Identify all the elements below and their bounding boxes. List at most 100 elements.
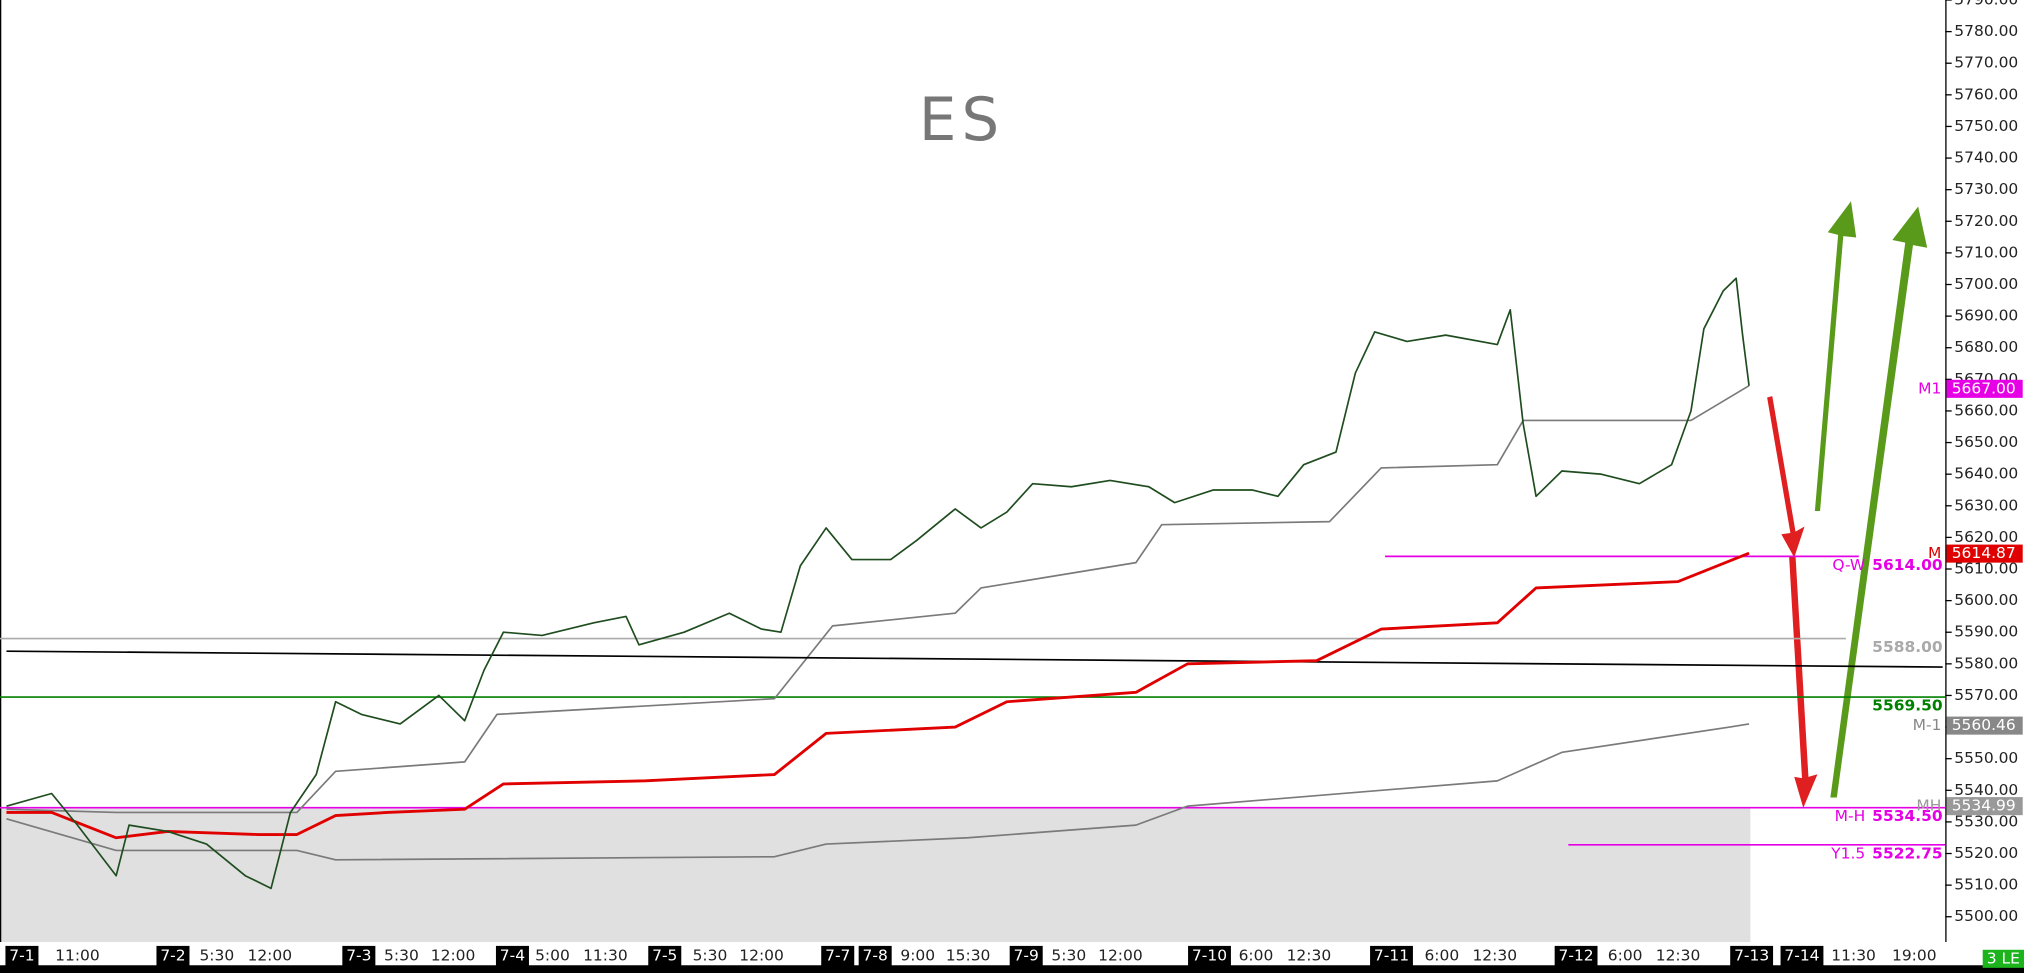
- y-tick-label: 5680.00: [1954, 338, 2018, 356]
- level-label: 5614.00: [1872, 556, 1943, 574]
- y-tick-label: 5520.00: [1954, 844, 2018, 862]
- x-tick-label: 15:30: [946, 947, 991, 965]
- y-tick-label: 5770.00: [1954, 54, 2018, 72]
- price-tag-marker: M1: [1918, 379, 1941, 397]
- x-tick-label: 7-12: [1559, 947, 1594, 965]
- x-tick-label: 6:00: [1608, 947, 1643, 965]
- price-tag-label: 5667.00: [1952, 379, 2016, 397]
- y-tick-label: 5530.00: [1954, 812, 2018, 830]
- y-tick-label: 5730.00: [1954, 180, 2018, 198]
- y-tick-label: 5780.00: [1954, 22, 2018, 40]
- y-tick-label: 5750.00: [1954, 117, 2018, 135]
- y-tick-label: 5690.00: [1954, 307, 2018, 325]
- date-label-bg: [1009, 945, 1043, 967]
- level-marker: M-H: [1835, 807, 1866, 825]
- x-tick-label: 5:30: [1051, 947, 1086, 965]
- y-tick-label: 5790.00: [1954, 0, 2018, 8]
- level-label: 5569.50: [1872, 697, 1943, 715]
- y-tick-label: 5590.00: [1954, 623, 2018, 641]
- x-tick-label: 12:00: [247, 947, 292, 965]
- date-label-bg: [342, 945, 376, 967]
- x-tick-label: 9:00: [900, 947, 935, 965]
- x-tick-label: 7-11: [1374, 947, 1409, 965]
- x-tick-label: 7-8: [863, 947, 888, 965]
- chart-title: ES: [919, 85, 1005, 154]
- y-tick-label: 5710.00: [1954, 243, 2018, 261]
- x-tick-label: 6:00: [1424, 947, 1459, 965]
- x-tick-label: 7-5: [652, 947, 677, 965]
- date-label-bg: [5, 945, 39, 967]
- x-tick-label: 7-10: [1192, 947, 1227, 965]
- x-tick-label: 7-1: [9, 947, 34, 965]
- series-line: [6, 650, 1943, 668]
- x-tick-label: 11:00: [55, 947, 100, 965]
- y-tick-label: 5550.00: [1954, 749, 2018, 767]
- y-tick-label: 5650.00: [1954, 433, 2018, 451]
- level-label: 5588.00: [1872, 638, 1943, 656]
- price-tag: [1946, 797, 2023, 816]
- price-tag-label: 5614.87: [1952, 544, 2016, 562]
- arrow-down: [1767, 396, 1805, 558]
- x-tick-label: 19:00: [1892, 947, 1937, 965]
- price-tag: [1946, 544, 2023, 563]
- x-tick-label: 7-4: [500, 947, 525, 965]
- series-line: [6, 723, 1750, 861]
- price-tag-label: 5560.46: [1952, 716, 2016, 734]
- y-tick-label: 5570.00: [1954, 686, 2018, 704]
- y-tick-label: 5640.00: [1954, 465, 2018, 483]
- y-tick-label: 5500.00: [1954, 907, 2018, 925]
- x-tick-label: 12:30: [1287, 947, 1332, 965]
- arrow-down: [1789, 556, 1818, 808]
- x-tick-label: 7-7: [825, 947, 850, 965]
- y-tick-label: 5540.00: [1954, 781, 2018, 799]
- y-tick-label: 5610.00: [1954, 560, 2018, 578]
- price-tag: [1946, 716, 2023, 735]
- y-tick-label: 5760.00: [1954, 85, 2018, 103]
- status-badge: [1982, 949, 2024, 968]
- x-tick-label: 11:30: [1831, 947, 1876, 965]
- x-tick-label: 7-14: [1784, 947, 1819, 965]
- y-tick-label: 5630.00: [1954, 496, 2018, 514]
- date-label-bg: [1730, 945, 1774, 967]
- x-tick-label: 5:30: [199, 947, 234, 965]
- arrow-up: [1814, 201, 1857, 512]
- level-marker: Y1.5: [1830, 844, 1865, 862]
- y-tick-label: 5720.00: [1954, 212, 2018, 230]
- y-tick-label: 5660.00: [1954, 401, 2018, 419]
- series-line: [6, 551, 1750, 840]
- level-marker: Q-W: [1832, 556, 1865, 574]
- x-tick-label: 5:30: [384, 947, 419, 965]
- x-tick-label: 12:00: [431, 947, 476, 965]
- x-tick-label: 12:30: [1656, 947, 1701, 965]
- x-tick-label: 12:00: [1098, 947, 1143, 965]
- y-tick-label: 5510.00: [1954, 876, 2018, 894]
- arrow-up: [1830, 206, 1928, 798]
- x-tick-label: 7-3: [346, 947, 371, 965]
- y-tick-label: 5740.00: [1954, 149, 2018, 167]
- x-tick-label: 6:00: [1239, 947, 1274, 965]
- y-tick-label: 5620.00: [1954, 528, 2018, 546]
- level-label: 5522.75: [1872, 844, 1942, 862]
- x-tick-label: 5:00: [535, 947, 570, 965]
- date-label-bg: [1554, 945, 1598, 967]
- price-tag-marker: M-1: [1913, 716, 1942, 734]
- date-label-bg: [1780, 945, 1824, 967]
- x-tick-label: 7-13: [1734, 947, 1769, 965]
- date-label-bg: [821, 945, 855, 967]
- under-layer: [1, 807, 1751, 943]
- x-tick-label: 7-9: [1014, 947, 1039, 965]
- date-label-bg: [156, 945, 190, 967]
- date-label-bg: [1188, 945, 1231, 967]
- x-tick-label: 5:30: [693, 947, 728, 965]
- x-tick-label: 12:30: [1472, 947, 1517, 965]
- date-label-bg: [858, 945, 892, 967]
- date-label-bg: [495, 945, 529, 967]
- x-tick-label: 12:00: [739, 947, 784, 965]
- shaded-zone: [1, 807, 1751, 943]
- x-tick-label: 7-2: [160, 947, 185, 965]
- series-line: [6, 277, 1750, 890]
- y-tick-label: 5700.00: [1954, 275, 2018, 293]
